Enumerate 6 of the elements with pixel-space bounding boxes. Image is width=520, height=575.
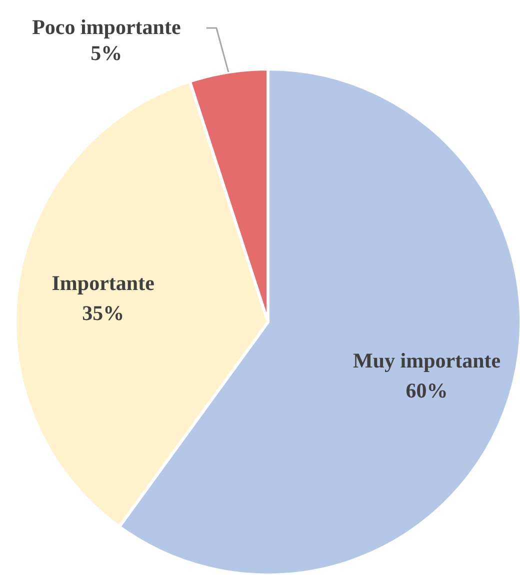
slice-label: Poco importante — [32, 15, 181, 39]
data-label: 60% — [406, 378, 448, 403]
data-label: 35% — [82, 300, 124, 325]
slice-label: Importante — [52, 270, 154, 295]
data-label: 5% — [90, 41, 122, 65]
slice-label: Muy importante — [353, 348, 501, 373]
